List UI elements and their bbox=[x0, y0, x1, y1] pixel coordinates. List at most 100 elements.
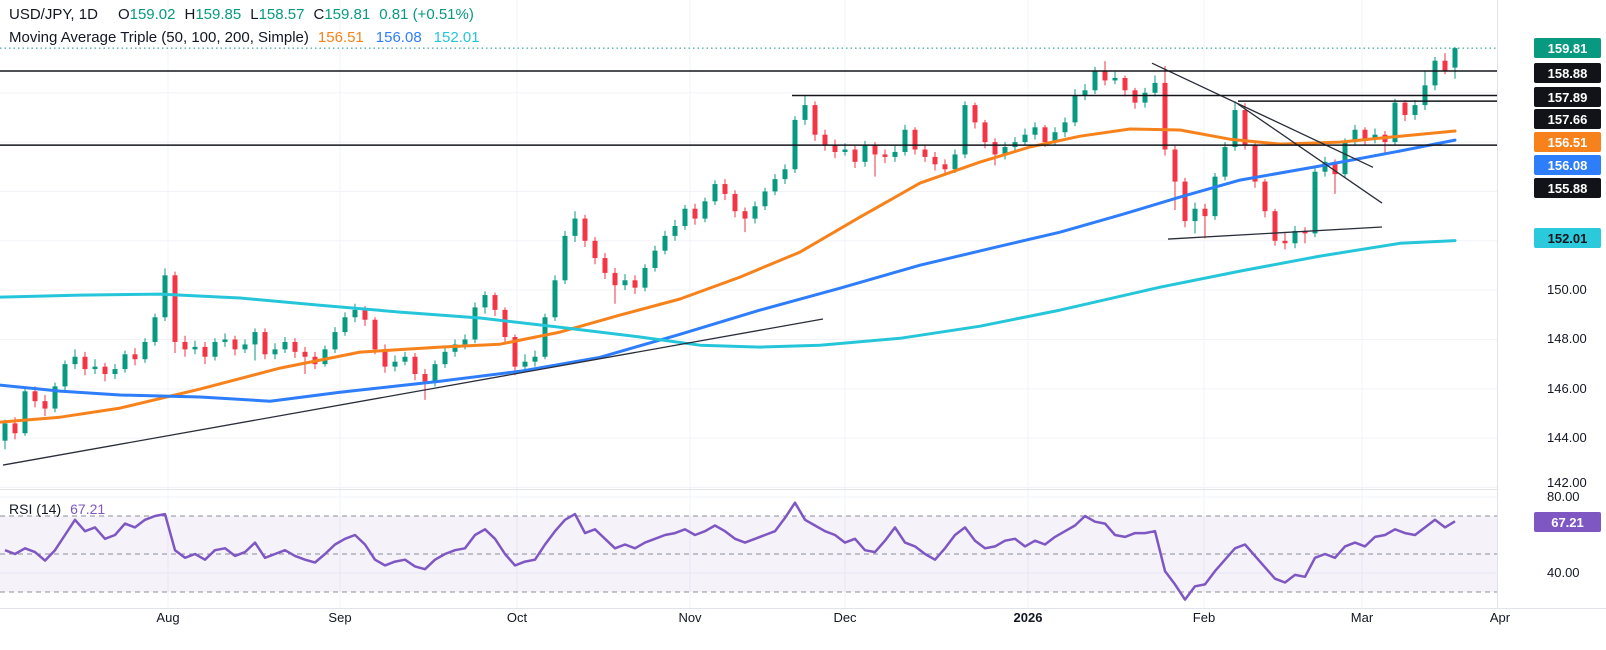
time-axis-label: Oct bbox=[506, 610, 528, 625]
candle-body bbox=[1432, 60, 1438, 86]
ma-line-100 bbox=[0, 138, 1457, 403]
candle-body bbox=[322, 349, 328, 365]
trendline[interactable] bbox=[2, 318, 824, 466]
trendline[interactable] bbox=[1237, 103, 1383, 204]
candle-body bbox=[452, 344, 458, 352]
ma-line-50 bbox=[0, 127, 1457, 424]
candle-body bbox=[2, 423, 8, 441]
candle-body bbox=[192, 346, 198, 350]
candle-body bbox=[892, 151, 898, 157]
candle-body bbox=[1082, 90, 1088, 96]
candle-body bbox=[492, 295, 498, 310]
ohlc-open: O159.02 bbox=[118, 6, 176, 23]
candle-body bbox=[1292, 230, 1298, 244]
candle-body bbox=[432, 364, 438, 382]
rsi-indicator-title[interactable]: RSI (14) bbox=[9, 501, 62, 517]
price-axis-tick: 146.00 bbox=[1547, 381, 1587, 396]
candle-body bbox=[632, 280, 638, 288]
candle-body bbox=[262, 332, 268, 355]
ma-indicator-title[interactable]: Moving Average Triple (50, 100, 200, Sim… bbox=[9, 29, 309, 46]
ohlc-low: L158.57 bbox=[250, 6, 304, 23]
candle-body bbox=[1032, 127, 1038, 135]
close-label: C bbox=[313, 6, 325, 23]
trendline[interactable] bbox=[1151, 62, 1374, 168]
candle-body bbox=[1452, 48, 1458, 68]
candle-body bbox=[692, 208, 698, 219]
price-axis-badge: 152.01 bbox=[1534, 228, 1601, 248]
candle-body bbox=[872, 144, 878, 155]
candle-body bbox=[992, 142, 998, 155]
candle-body bbox=[122, 354, 128, 370]
candle-body bbox=[272, 349, 278, 355]
candle-body bbox=[462, 339, 468, 345]
candle-body bbox=[1272, 211, 1278, 241]
candle-body bbox=[802, 105, 808, 120]
candle-body bbox=[1362, 129, 1368, 140]
candle-body bbox=[1202, 208, 1208, 217]
candle-body bbox=[562, 235, 568, 281]
candle-body bbox=[922, 149, 928, 157]
candle-body bbox=[1442, 60, 1448, 71]
candle-body bbox=[972, 105, 978, 123]
candle-body bbox=[512, 337, 518, 367]
candle-body bbox=[1232, 110, 1238, 148]
candle-body bbox=[1322, 161, 1328, 172]
candle-body bbox=[1302, 230, 1308, 234]
candle-body bbox=[752, 206, 758, 219]
candle-body bbox=[422, 374, 428, 382]
candle-body bbox=[352, 309, 358, 318]
candle-body bbox=[1212, 176, 1218, 217]
candle-body bbox=[902, 129, 908, 152]
candle-body bbox=[1352, 129, 1358, 143]
price-axis-tick: 80.00 bbox=[1547, 489, 1580, 504]
candle-body bbox=[82, 356, 88, 370]
candle-body bbox=[1022, 134, 1028, 143]
ma-line-200 bbox=[0, 239, 1457, 349]
candle-body bbox=[602, 258, 608, 273]
candle-body bbox=[342, 317, 348, 333]
time-axis[interactable] bbox=[0, 608, 1606, 650]
candle-body bbox=[1392, 102, 1398, 143]
candle-body bbox=[102, 366, 108, 375]
candle-body bbox=[662, 235, 668, 251]
candle-body bbox=[772, 179, 778, 192]
candle-body bbox=[712, 184, 718, 202]
ma-indicator-legend[interactable]: Moving Average Triple (50, 100, 200, Sim… bbox=[9, 29, 480, 46]
low-label: L bbox=[250, 6, 259, 23]
candle-body bbox=[722, 184, 728, 194]
candle-body bbox=[1162, 82, 1168, 150]
time-axis-label: Aug bbox=[156, 610, 180, 625]
price-axis-badge: 157.89 bbox=[1534, 87, 1601, 107]
candle-body bbox=[502, 309, 508, 338]
candle-body bbox=[52, 386, 58, 409]
time-axis-label: Sep bbox=[328, 610, 352, 625]
price-axis-badge: 156.08 bbox=[1534, 155, 1601, 175]
price-axis[interactable] bbox=[1497, 0, 1606, 650]
price-axis-tick: 148.00 bbox=[1547, 331, 1587, 346]
candle-body bbox=[1182, 181, 1188, 222]
ma-value: 156.51 bbox=[317, 29, 364, 46]
candle-body bbox=[1332, 161, 1338, 175]
trendline[interactable] bbox=[1167, 226, 1383, 240]
change-value: 0.81 (+0.51%) bbox=[379, 6, 474, 23]
candle-body bbox=[542, 317, 548, 357]
candle-body bbox=[232, 339, 238, 350]
candle-body bbox=[1112, 77, 1118, 81]
symbol-legend[interactable]: USD/JPY, 1D O159.02 H159.85 L158.57 C159… bbox=[9, 6, 474, 23]
rsi-indicator-legend[interactable]: RSI (14) 67.21 bbox=[9, 501, 105, 517]
price-axis-tick: 144.00 bbox=[1547, 430, 1587, 445]
candle-body bbox=[42, 401, 48, 409]
candle-body bbox=[292, 341, 298, 352]
candle-body bbox=[12, 423, 18, 434]
candle-body bbox=[522, 361, 528, 367]
symbol-title[interactable]: USD/JPY, 1D bbox=[9, 6, 98, 23]
candle-body bbox=[962, 105, 968, 155]
candle-body bbox=[952, 154, 958, 170]
candle-body bbox=[382, 349, 388, 367]
time-axis-label: Dec bbox=[833, 610, 857, 625]
candle-body bbox=[142, 341, 148, 360]
candle-body bbox=[1002, 147, 1008, 155]
candle-body bbox=[582, 218, 588, 241]
